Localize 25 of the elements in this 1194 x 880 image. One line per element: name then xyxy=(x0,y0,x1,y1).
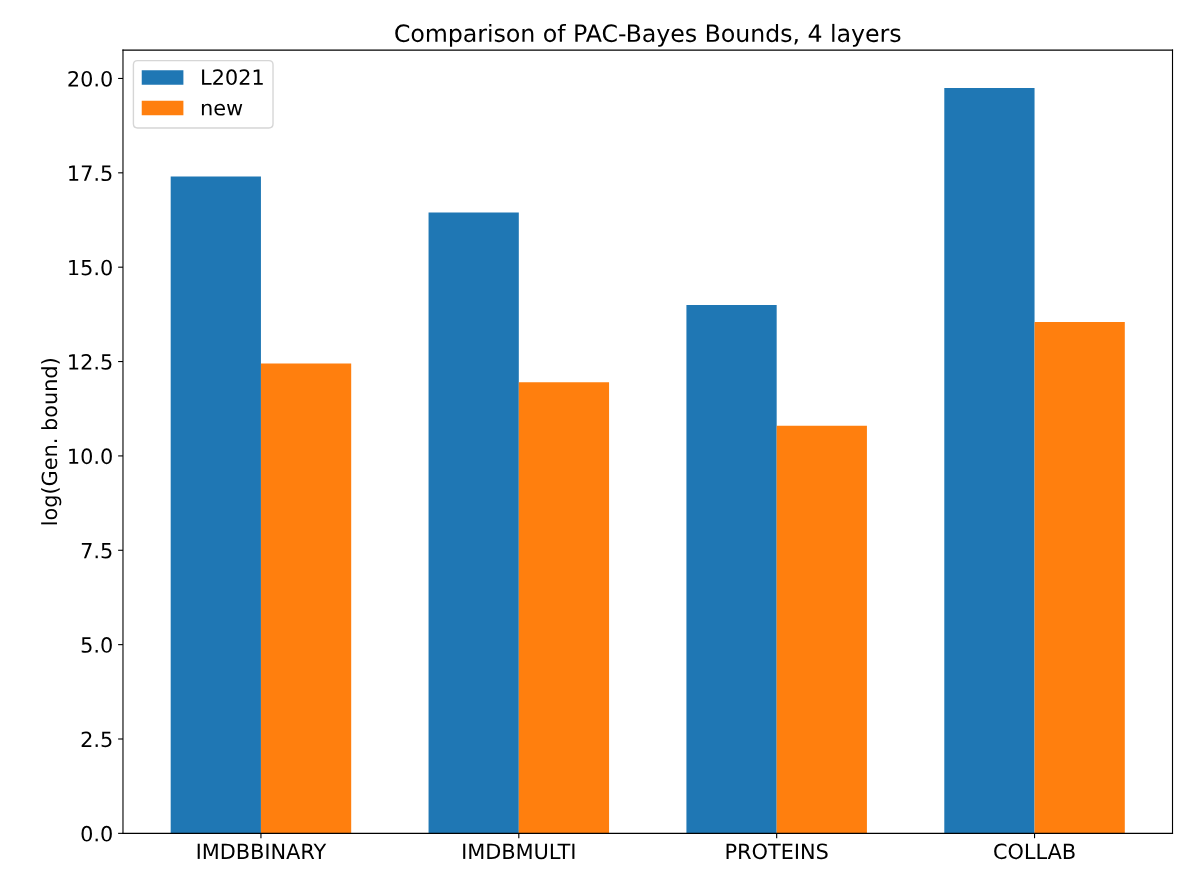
y-tick-label: 0.0 xyxy=(81,825,112,842)
x-tick-label: IMDBBINARY xyxy=(197,843,327,859)
bar xyxy=(686,304,777,834)
x-tick-label: IMDBMULTI xyxy=(463,843,575,860)
bar xyxy=(170,176,261,834)
y-tick-label: 15.0 xyxy=(69,259,112,276)
y-tick-label: 12.5 xyxy=(69,354,112,370)
y-tick-label: 7.5 xyxy=(81,543,112,559)
chart-title: Comparison of PAC-Bayes Bounds, 4 layers xyxy=(395,23,901,47)
legend-label: new xyxy=(201,103,243,116)
bar xyxy=(260,363,352,834)
y-tick-label: 20.0 xyxy=(68,70,112,87)
legend-label: L2021 xyxy=(202,69,263,86)
y-axis-title: log(Gen. bound) xyxy=(41,359,62,525)
bar xyxy=(1034,321,1125,834)
bar xyxy=(776,425,867,834)
bar xyxy=(944,87,1035,834)
x-tick-label: COLLAB xyxy=(994,843,1075,860)
bar xyxy=(518,382,610,834)
y-tick-label: 5.0 xyxy=(81,637,112,653)
y-tick-label: 2.5 xyxy=(81,731,112,748)
y-tick-label: 10.0 xyxy=(69,448,112,465)
y-tick-label: 17.5 xyxy=(69,165,112,182)
bar xyxy=(428,212,519,834)
x-tick-label: PROTEINS xyxy=(726,843,828,860)
